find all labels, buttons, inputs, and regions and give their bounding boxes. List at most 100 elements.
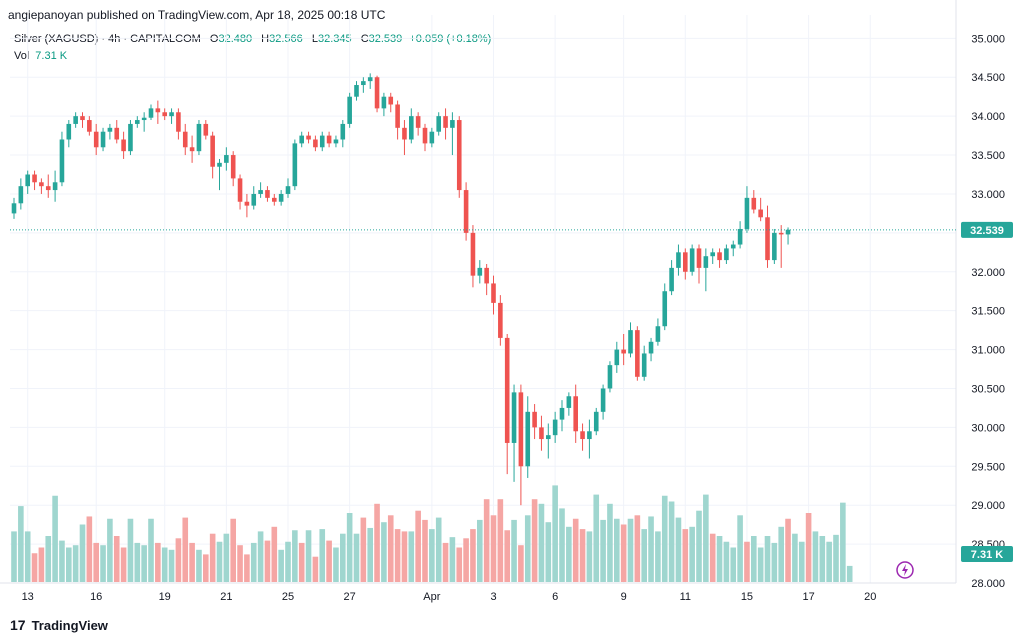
volume-bar [381, 522, 387, 582]
candle-body [66, 123, 72, 140]
volume-bar [730, 547, 737, 582]
volume-bar [463, 538, 469, 582]
last-price-tag [961, 221, 1013, 238]
x-tick-label: 11 [680, 591, 691, 603]
volume-value: 7.31 K [35, 50, 68, 62]
candle-body [251, 193, 257, 206]
volume-bar [127, 518, 134, 582]
candle-body [141, 117, 147, 121]
volume-bar [805, 513, 812, 582]
candle-body [374, 77, 380, 109]
volume-bar [552, 485, 558, 582]
volume-bar [11, 531, 17, 582]
y-tick-label: 29.500 [971, 461, 1005, 473]
candle-body [203, 123, 209, 136]
candle-body [573, 396, 578, 432]
y-tick-label: 33.500 [971, 150, 1005, 162]
candle-body [518, 392, 524, 467]
tradingview-footer: 17 TradingView [10, 617, 108, 633]
volume-bar [703, 494, 709, 582]
volume-bar [271, 526, 278, 582]
volume-bar [387, 515, 394, 582]
candle-body [395, 104, 400, 128]
volume-bar [250, 542, 257, 582]
volume-bar [723, 541, 730, 582]
volume-bar [230, 518, 236, 582]
volume-bar [360, 517, 367, 582]
x-tick-label: Apr [423, 591, 440, 603]
x-tick-label: 6 [552, 591, 558, 603]
candle-body [546, 435, 551, 440]
candle-body [292, 143, 298, 187]
volume-bar [600, 519, 606, 582]
volume-bar [120, 547, 127, 582]
candle-body [751, 197, 757, 210]
volume-bar [648, 516, 654, 582]
tradingview-logo-icon: 17 [10, 617, 26, 633]
volume-bar [422, 519, 428, 582]
volume-bar [531, 499, 538, 582]
volume-bar [189, 542, 195, 582]
volume-bar [449, 537, 456, 582]
high-value: 32.566 [269, 33, 303, 45]
volume-bar [627, 518, 634, 582]
candle-body [498, 302, 503, 338]
volume-bar [298, 542, 305, 582]
symbol-name[interactable]: Silver (XAGUSD) · 4h · CAPITALCOM [14, 33, 201, 45]
y-tick-label: 30.500 [971, 383, 1005, 395]
volume-bar [155, 542, 161, 582]
y-tick-label: 31.000 [971, 345, 1005, 357]
volume-bar [278, 549, 284, 582]
candle-body [18, 186, 24, 204]
x-tick-label: 9 [621, 591, 627, 603]
candle-body [176, 112, 181, 132]
volume-bar [134, 542, 141, 582]
candle-body [39, 182, 44, 187]
candle-body [593, 411, 599, 432]
volume-bar [408, 531, 415, 582]
volume-bar [394, 529, 401, 582]
candle-body [580, 431, 585, 440]
candle-body [422, 127, 428, 144]
candle-body [737, 228, 743, 245]
candle-body [477, 267, 483, 276]
volume-bar [846, 565, 853, 582]
candle-body [456, 120, 462, 191]
open-value: 32.480 [218, 33, 253, 45]
volume-bar [346, 513, 353, 582]
x-tick-label: 17 [802, 591, 814, 603]
candle-body [450, 120, 455, 128]
candle-body [265, 190, 270, 198]
candle-body [189, 147, 195, 152]
volume-bar [182, 517, 189, 582]
y-tick-label: 35.000 [971, 33, 1005, 45]
low-label: L [311, 33, 318, 45]
volume-bar [757, 547, 764, 582]
y-tick-label: 32.000 [971, 267, 1005, 279]
candle-body [655, 326, 661, 342]
volume-bar [716, 536, 723, 582]
volume-bar [456, 547, 463, 582]
candle-body [230, 155, 236, 179]
x-tick-label: 19 [159, 591, 171, 603]
volume-bar [470, 529, 476, 582]
candle-body [436, 116, 441, 132]
candle-body [744, 197, 750, 229]
volume-legend: Vol 7.31 K [14, 50, 67, 62]
volume-bar [161, 547, 168, 582]
volume-bar [223, 533, 230, 582]
volume-bar [737, 515, 743, 582]
volume-bar [442, 542, 449, 582]
candle-body [772, 232, 777, 261]
candle-body [470, 232, 476, 276]
volume-bar [490, 515, 497, 582]
volume-bar [812, 531, 819, 582]
last-volume-label: 7.31 K [971, 549, 1003, 561]
x-tick-label: 13 [22, 591, 34, 603]
volume-bar [696, 510, 702, 582]
volume-bar [52, 495, 58, 582]
volume-bar [38, 547, 45, 582]
candle-body [80, 116, 85, 121]
volume-bar [620, 524, 627, 582]
